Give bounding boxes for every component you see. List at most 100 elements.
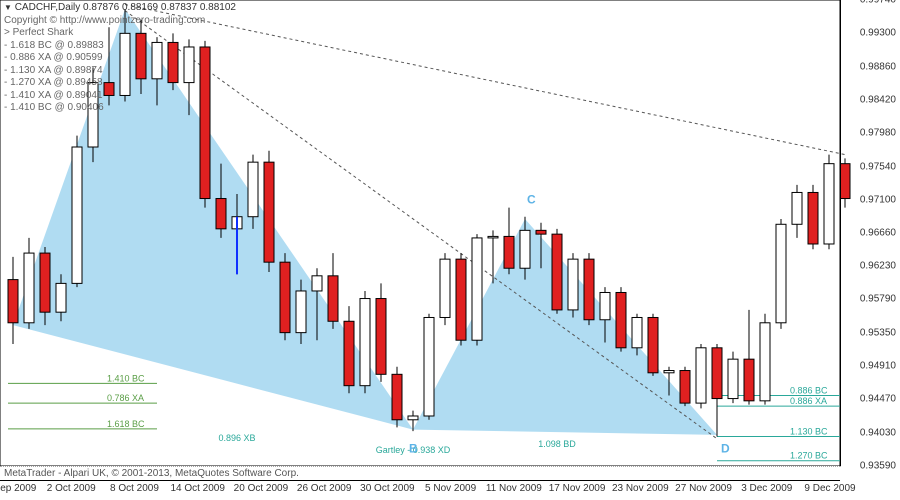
x-axis-tick-label: 30 Oct 2009 xyxy=(360,483,414,494)
x-axis-tick-label: 8 Oct 2009 xyxy=(110,483,159,494)
fib-level-line: - 1.618 BC @ 0.89883 xyxy=(4,40,236,53)
candle-body[interactable] xyxy=(440,259,450,317)
x-axis-tick-label: 5 Nov 2009 xyxy=(425,483,476,494)
candle-body[interactable] xyxy=(808,192,818,244)
fib-level-line: - 1.270 XA @ 0.89458 xyxy=(4,77,236,90)
candle-body[interactable] xyxy=(712,348,722,399)
fib-label: 0.886 XA xyxy=(790,396,827,406)
y-axis-tick-label: 0.93590 xyxy=(860,461,896,472)
candle-body[interactable] xyxy=(312,276,322,291)
candle-body[interactable] xyxy=(728,359,738,398)
candle-body[interactable] xyxy=(24,253,34,323)
candle-body[interactable] xyxy=(696,348,706,403)
candle-body[interactable] xyxy=(248,162,258,217)
candle-body[interactable] xyxy=(824,164,834,244)
y-axis-tick-label: 0.94910 xyxy=(860,360,896,371)
candle-body[interactable] xyxy=(328,276,338,321)
y-axis-tick-label: 0.97100 xyxy=(860,195,896,206)
y-axis-tick-label: 0.97540 xyxy=(860,161,896,172)
pattern-point-label: B xyxy=(409,442,418,456)
fib-label: 1.130 BC xyxy=(790,426,828,436)
x-axis-tick-label: 17 Nov 2009 xyxy=(549,483,606,494)
candle-body[interactable] xyxy=(456,259,466,340)
candle-body[interactable] xyxy=(280,262,290,332)
pattern-point-label: D xyxy=(721,442,730,456)
candle-body[interactable] xyxy=(264,162,274,262)
fib-label: 0.786 XA xyxy=(107,393,144,403)
y-axis-tick-label: 0.95350 xyxy=(860,327,896,338)
candle-body[interactable] xyxy=(392,374,402,419)
y-axis-tick-label: 0.99740 xyxy=(860,0,896,6)
x-axis-tick-label: 9 Dec 2009 xyxy=(804,483,855,494)
pattern-name-label: > Perfect Shark xyxy=(4,27,236,40)
chart-root: 1.410 BC 0.786 XA 1.618 BC 0.886 BC0.886 XA… xyxy=(0,0,900,500)
candle-body[interactable] xyxy=(360,299,370,386)
candle-body[interactable] xyxy=(680,371,690,404)
x-axis-tick-label: 11 Nov 2009 xyxy=(486,483,542,494)
fib-label: 1.410 BC xyxy=(107,373,145,383)
candle-body[interactable] xyxy=(216,199,226,229)
candle-body[interactable] xyxy=(664,371,674,373)
candle-body[interactable] xyxy=(296,291,306,333)
candle-body[interactable] xyxy=(8,280,18,323)
candle-body[interactable] xyxy=(56,283,66,312)
candle-body[interactable] xyxy=(536,230,546,234)
candle-body[interactable] xyxy=(40,253,50,312)
ohlc-label: 0.87876 0.88169 0.87837 0.88102 xyxy=(83,2,236,13)
fib-level-line: - 1.410 BC @ 0.90406 xyxy=(4,102,236,115)
x-axis-tick-label: 28 Sep 2009 xyxy=(0,483,36,494)
candle-body[interactable] xyxy=(568,259,578,310)
pattern-point-label: C xyxy=(527,193,536,207)
candle-body[interactable] xyxy=(376,299,386,375)
y-axis-tick-label: 0.95790 xyxy=(860,294,896,305)
x-axis-tick-label: 2 Oct 2009 xyxy=(47,483,96,494)
fib-label: 0.886 BC xyxy=(790,386,828,396)
y-axis-tick-label: 0.96230 xyxy=(860,260,896,271)
ratio-label: 0.896 XB xyxy=(218,433,255,443)
chart-info-block: ▼ CADCHF,Daily 0.87876 0.88169 0.87837 0… xyxy=(4,2,236,115)
candle-body[interactable] xyxy=(584,259,594,320)
fib-level-line: - 1.130 XA @ 0.89874 xyxy=(4,65,236,78)
chart-title: ▼ CADCHF,Daily 0.87876 0.88169 0.87837 0… xyxy=(4,2,236,15)
fib-level-line: - 0.886 XA @ 0.90599 xyxy=(4,52,236,65)
y-axis-tick-label: 0.98420 xyxy=(860,95,896,106)
x-axis-tick-label: 23 Nov 2009 xyxy=(612,483,669,494)
y-axis-tick-label: 0.99300 xyxy=(860,28,896,39)
x-axis-tick-label: 20 Oct 2009 xyxy=(234,483,288,494)
x-axis-tick-label: 27 Nov 2009 xyxy=(675,483,732,494)
y-axis-tick-label: 0.94030 xyxy=(860,427,896,438)
candle-body[interactable] xyxy=(744,359,754,401)
y-axis-tick-label: 0.94470 xyxy=(860,394,896,405)
x-axis: 28 Sep 2009 2 Oct 2009 8 Oct 2009 14 Oct 20… xyxy=(0,480,840,500)
dropdown-arrow-icon[interactable]: ▼ xyxy=(4,3,12,12)
candle-body[interactable] xyxy=(600,292,610,319)
ratio-label: 1.098 BD xyxy=(538,439,576,449)
y-axis-tick-label: 0.97980 xyxy=(860,128,896,139)
candle-body[interactable] xyxy=(488,236,498,238)
footer-label: MetaTrader - Alpari UK, © 2001-2013, Met… xyxy=(0,466,840,480)
candle-body[interactable] xyxy=(792,192,802,224)
y-axis-tick-label: 0.98860 xyxy=(860,61,896,72)
symbol-label: CADCHF,Daily xyxy=(15,2,81,13)
candle-body[interactable] xyxy=(472,238,482,340)
candle-body[interactable] xyxy=(776,224,786,323)
copyright-label: Copyright © http://www.pointzero-trading… xyxy=(4,15,236,28)
y-axis-tick-label: 0.96660 xyxy=(860,228,896,239)
candle-body[interactable] xyxy=(424,317,434,416)
candle-body[interactable] xyxy=(616,292,626,347)
y-axis: 0.99740 0.99300 0.98860 0.98420 0.97980 0.975… xyxy=(840,0,900,480)
candle-body[interactable] xyxy=(648,317,658,372)
candle-body[interactable] xyxy=(632,317,642,347)
fib-label: 1.618 BC xyxy=(107,419,145,429)
candle-body[interactable] xyxy=(72,147,82,283)
x-axis-tick-label: 3 Dec 2009 xyxy=(741,483,792,494)
candle-body[interactable] xyxy=(552,234,562,310)
candle-body[interactable] xyxy=(344,321,354,385)
candle-body[interactable] xyxy=(520,230,530,268)
x-axis-tick-label: 14 Oct 2009 xyxy=(170,483,224,494)
candle-body[interactable] xyxy=(504,236,514,268)
x-axis-tick-label: 26 Oct 2009 xyxy=(297,483,351,494)
candle-body[interactable] xyxy=(760,323,770,401)
candle-body[interactable] xyxy=(408,416,418,420)
y-axis-border xyxy=(840,0,841,466)
